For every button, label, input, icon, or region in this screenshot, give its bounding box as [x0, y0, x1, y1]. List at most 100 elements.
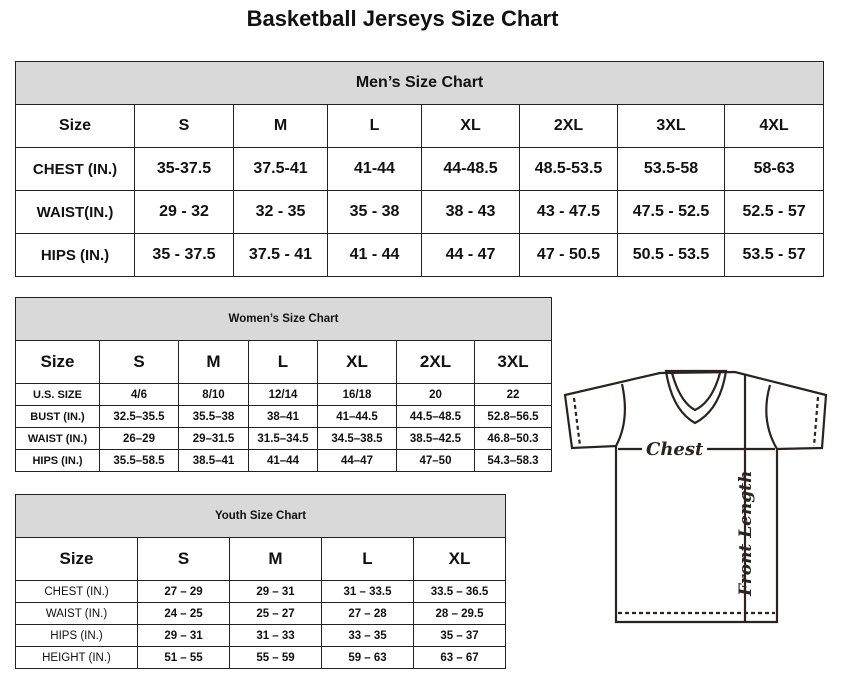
- column-header: S: [134, 104, 234, 148]
- youth-caption: Youth Size Chart: [14, 494, 507, 538]
- column-header: S: [99, 340, 179, 384]
- table-cell: 43 - 47.5: [519, 190, 618, 234]
- table-cell: 53.5 - 57: [723, 233, 825, 277]
- table-cell: 52.5 - 57: [723, 190, 825, 234]
- table-cell: 47.5 - 52.5: [617, 190, 725, 234]
- row-label: WAIST (IN.): [15, 427, 100, 450]
- jersey-outline: [563, 370, 828, 624]
- column-header: Size: [15, 537, 138, 581]
- table-row: WAIST(IN.) 29 - 32 32 - 35 35 - 38 38 - 43 43…: [15, 190, 825, 234]
- table-cell: 12/14: [248, 383, 318, 406]
- men-caption: Men’s Size Chart: [14, 61, 825, 105]
- table-cell: 35-37.5: [134, 147, 234, 191]
- table-cell: 37.5 - 41: [233, 233, 328, 277]
- table-cell: 50.5 - 53.5: [617, 233, 725, 277]
- table-cell: 54.3–58.3: [473, 449, 553, 472]
- table-cell: 38–41: [248, 405, 318, 428]
- row-label: U.S. SIZE: [15, 383, 100, 406]
- column-header: M: [229, 537, 322, 581]
- table-cell: 44.5–48.5: [396, 405, 475, 428]
- table-cell: 35 - 38: [327, 190, 422, 234]
- table-row: U.S. SIZE 4/6 8/10 12/14 16/18 20 22: [15, 383, 553, 406]
- table-cell: 63 – 67: [412, 646, 507, 669]
- column-header: L: [321, 537, 414, 581]
- table-cell: 25 – 27: [229, 602, 322, 625]
- table-cell: 38 - 43: [421, 190, 520, 234]
- table-cell: 29 - 32: [134, 190, 234, 234]
- row-label: CHEST (IN.): [15, 147, 135, 191]
- column-header: XL: [421, 104, 520, 148]
- table-cell: 41–44: [248, 449, 318, 472]
- column-header: XL: [317, 340, 397, 384]
- table-cell: 24 – 25: [137, 602, 230, 625]
- row-label: WAIST(IN.): [15, 190, 135, 234]
- table-cell: 47 - 50.5: [519, 233, 618, 277]
- table-row: CHEST (IN.) 27 – 29 29 – 31 31 – 33.5 33.5 –…: [15, 580, 507, 603]
- table-cell: 48.5-53.5: [519, 147, 618, 191]
- table-cell: 16/18: [317, 383, 397, 406]
- table-cell: 35 – 37: [412, 624, 507, 647]
- womens-size-table: Women’s Size Chart Size S M L XL 2XL 3XL U.S. SI…: [14, 297, 553, 472]
- table-row: HIPS (IN.) 35 - 37.5 37.5 - 41 41 - 44 44 - …: [15, 233, 825, 277]
- row-label: WAIST (IN.): [15, 602, 138, 625]
- table-row: WAIST (IN.) 24 – 25 25 – 27 27 – 28 28 – 29.…: [15, 602, 507, 625]
- table-cell: 4/6: [99, 383, 179, 406]
- table-cell: 32.5–35.5: [99, 405, 179, 428]
- column-header: M: [178, 340, 249, 384]
- row-label: HEIGHT (IN.): [15, 646, 138, 669]
- table-cell: 29–31.5: [178, 427, 249, 450]
- chest-label: Chest: [646, 439, 704, 460]
- table-cell: 44-48.5: [421, 147, 520, 191]
- table-cell: 31.5–34.5: [248, 427, 318, 450]
- table-cell: 26–29: [99, 427, 179, 450]
- table-cell: 41–44.5: [317, 405, 397, 428]
- column-header: 2XL: [396, 340, 475, 384]
- table-cell: 31 – 33.5: [321, 580, 414, 603]
- column-header: M: [233, 104, 328, 148]
- table-cell: 37.5-41: [233, 147, 328, 191]
- table-cell: 44–47: [317, 449, 397, 472]
- column-header: Size: [15, 340, 100, 384]
- table-row: HIPS (IN.) 35.5–58.5 38.5–41 41–44 44–47 47–5…: [15, 449, 553, 472]
- table-cell: 27 – 28: [321, 602, 414, 625]
- table-cell: 20: [396, 383, 475, 406]
- table-cell: 33.5 – 36.5: [412, 580, 507, 603]
- front-length-label: Front Length: [736, 471, 756, 597]
- table-cell: 59 – 63: [321, 646, 414, 669]
- table-cell: 47–50: [396, 449, 475, 472]
- column-header: S: [137, 537, 230, 581]
- table-cell: 28 – 29.5: [412, 602, 507, 625]
- table-cell: 29 – 31: [137, 624, 230, 647]
- column-header: Size: [15, 104, 135, 148]
- jersey-diagram: Chest Front Length: [563, 369, 828, 624]
- row-label: CHEST (IN.): [15, 580, 138, 603]
- youth-size-table: Youth Size Chart Size S M L XL CHEST (IN.) 27 –…: [14, 494, 507, 669]
- table-cell: 34.5–38.5: [317, 427, 397, 450]
- table-cell: 38.5–41: [178, 449, 249, 472]
- table-cell: 44 - 47: [421, 233, 520, 277]
- page-title: Basketball Jerseys Size Chart: [246, 6, 559, 31]
- table-row: BUST (IN.) 32.5–35.5 35.5–38 38–41 41–44.5 44…: [15, 405, 553, 428]
- table-cell: 35.5–58.5: [99, 449, 179, 472]
- table-cell: 8/10: [178, 383, 249, 406]
- table-cell: 41-44: [327, 147, 422, 191]
- table-cell: 38.5–42.5: [396, 427, 475, 450]
- row-label: HIPS (IN.): [15, 624, 138, 647]
- column-header: 3XL: [617, 104, 725, 148]
- row-label: BUST (IN.): [15, 405, 100, 428]
- table-cell: 58-63: [723, 147, 825, 191]
- column-header: L: [248, 340, 318, 384]
- table-cell: 31 – 33: [229, 624, 322, 647]
- table-cell: 52.8–56.5: [473, 405, 553, 428]
- table-row: CHEST (IN.) 35-37.5 37.5-41 41-44 44-48.5 48.…: [15, 147, 825, 191]
- women-caption: Women’s Size Chart: [14, 297, 553, 341]
- table-cell: 51 – 55: [137, 646, 230, 669]
- table-row: WAIST (IN.) 26–29 29–31.5 31.5–34.5 34.5–38.…: [15, 427, 553, 450]
- table-cell: 29 – 31: [229, 580, 322, 603]
- row-label: HIPS (IN.): [15, 449, 100, 472]
- table-cell: 41 - 44: [327, 233, 422, 277]
- table-cell: 46.8–50.3: [473, 427, 553, 450]
- mens-size-table: Men’s Size Chart Size S M L XL 2XL 3XL 4XL CHEST …: [14, 61, 825, 277]
- column-header: 4XL: [723, 104, 825, 148]
- column-header: L: [327, 104, 422, 148]
